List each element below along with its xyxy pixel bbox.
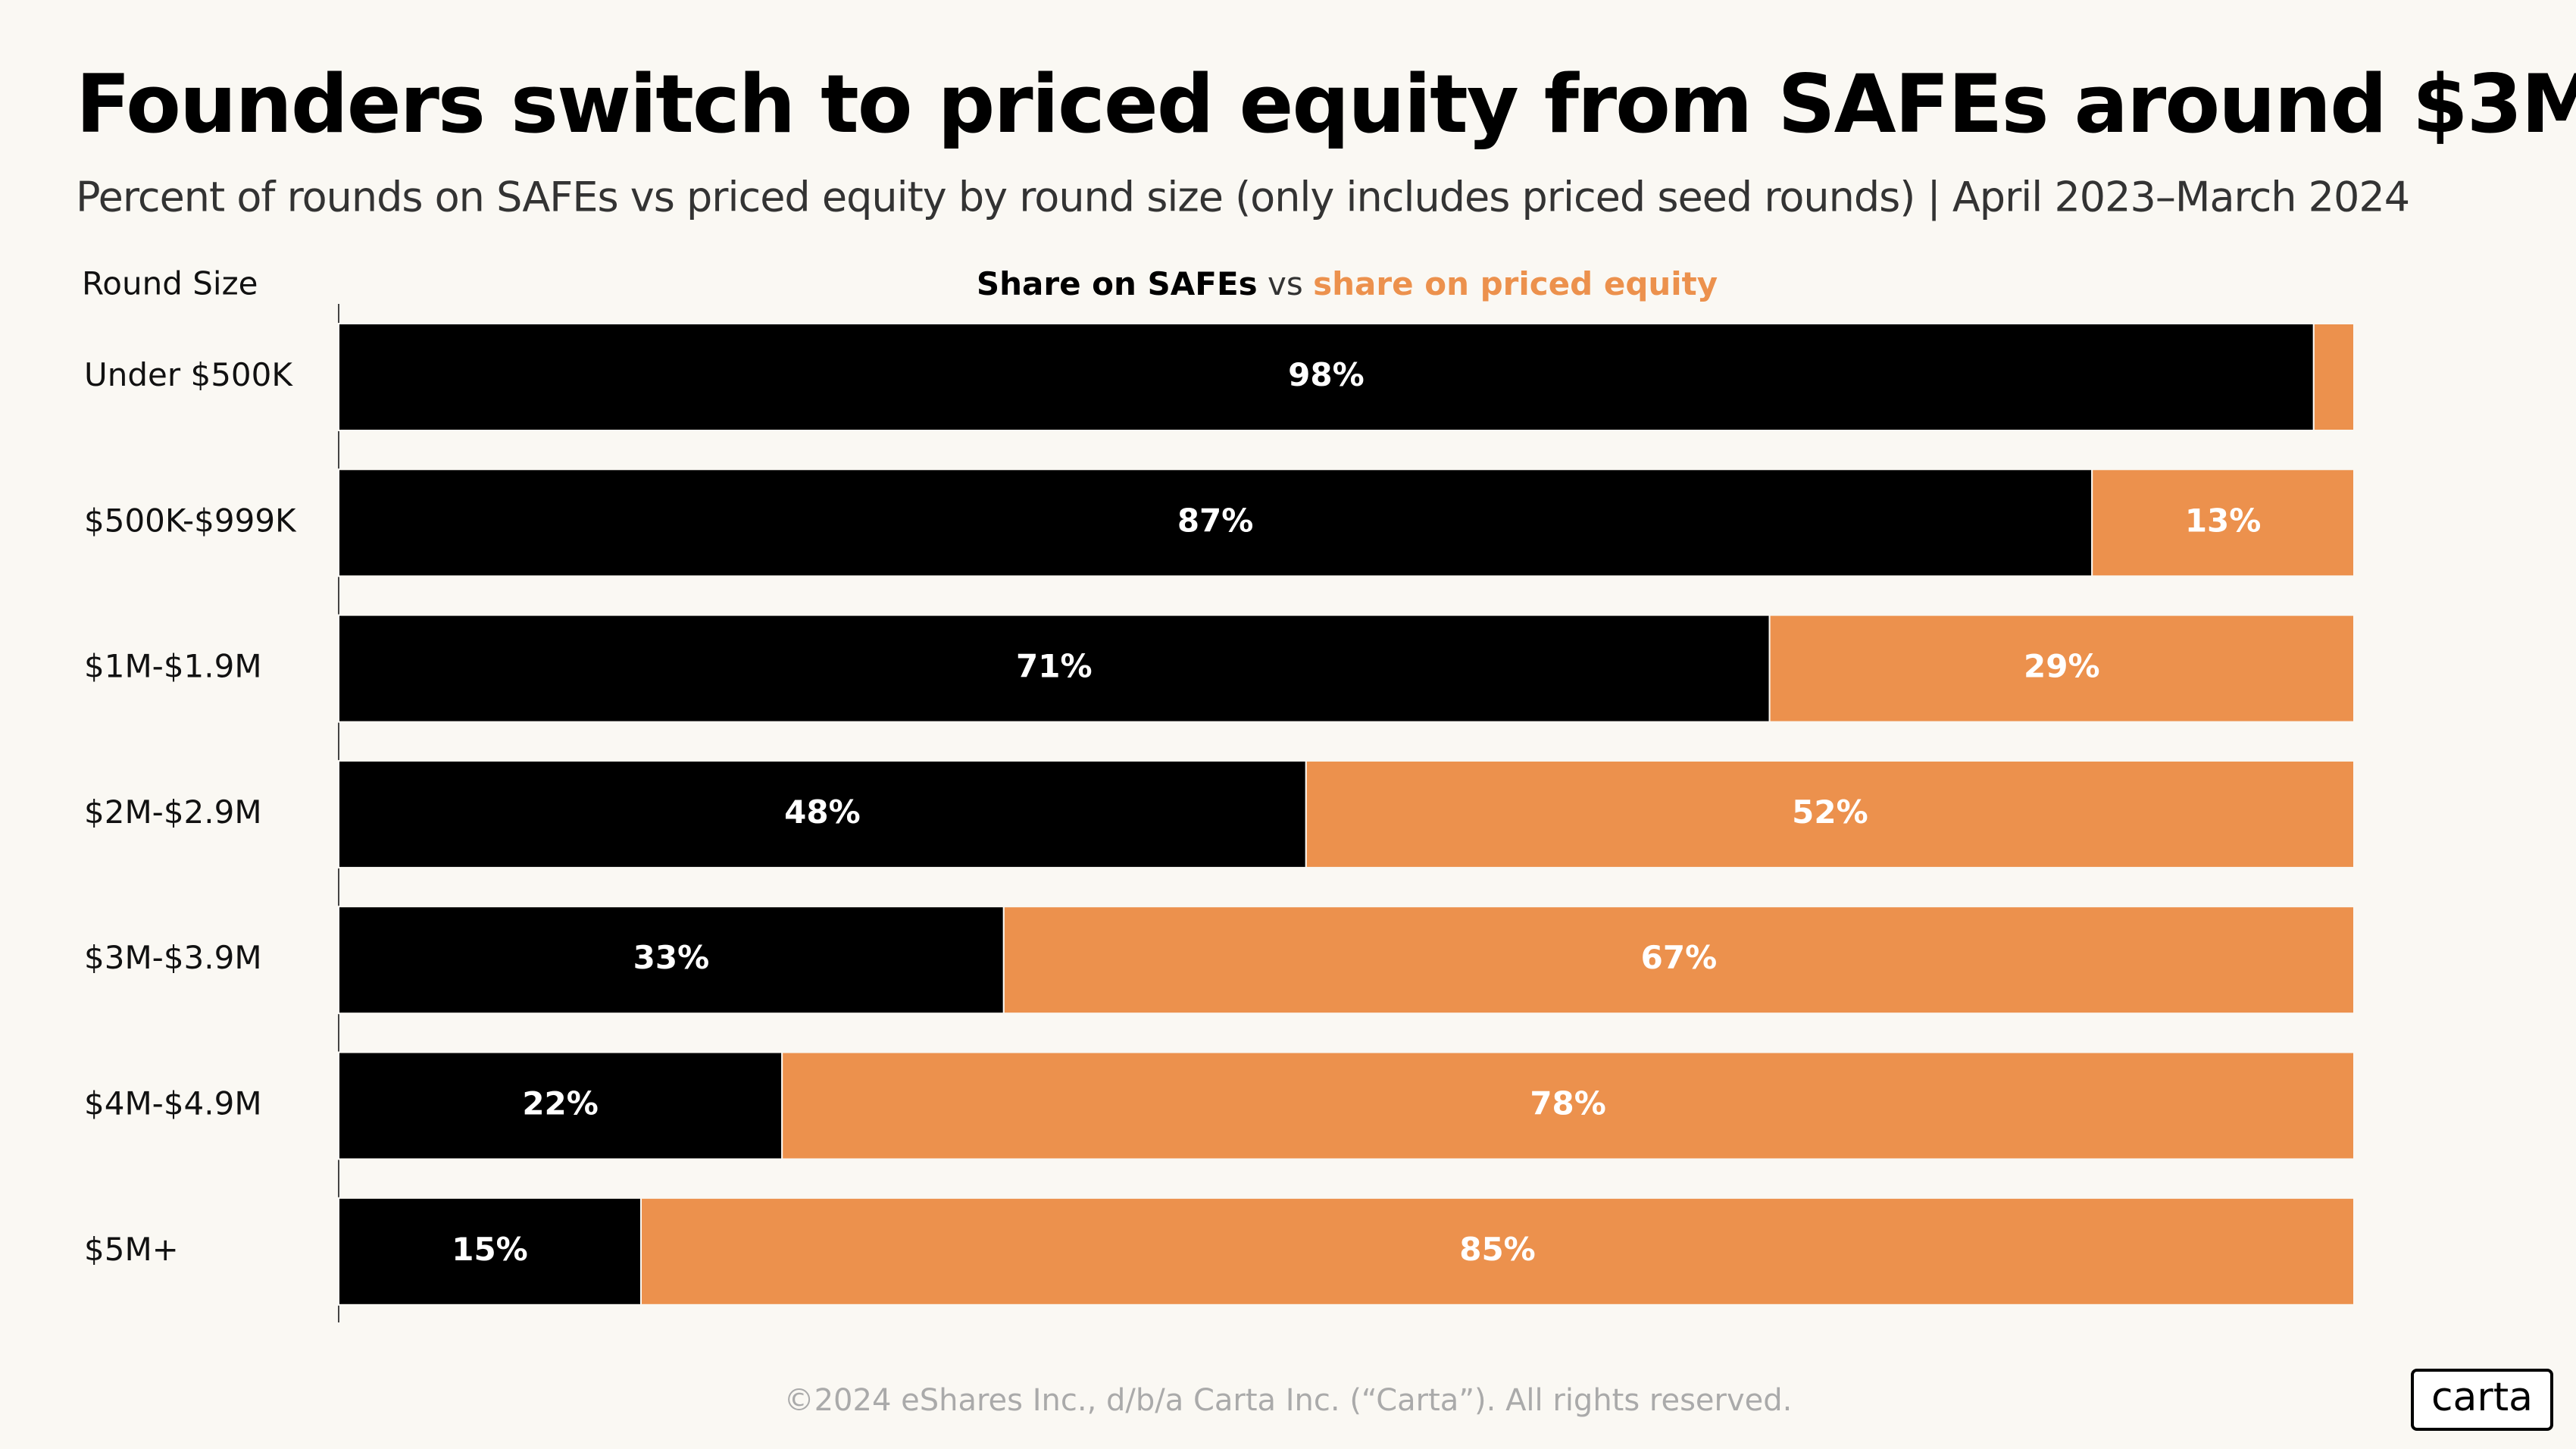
legend: Share on SAFEs vs share on priced equity	[977, 265, 1718, 302]
value-label: 13%	[2185, 502, 2262, 539]
value-label: 71%	[1016, 648, 1093, 685]
value-label: 85%	[1459, 1231, 1536, 1268]
axis-label: Round Size	[82, 265, 258, 302]
y-tick-label: Under $500K	[84, 356, 293, 393]
bar-segment	[338, 323, 2315, 431]
y-tick-label: $3M-$3.9M	[84, 939, 262, 976]
bar-segment	[2312, 323, 2356, 431]
footer: ©2024 eShares Inc., d/b/a Carta Inc. (“C…	[784, 1383, 1793, 1418]
value-label: 87%	[1177, 502, 1254, 539]
legend-entry: Share on SAFEs	[977, 265, 1258, 302]
bar-segment	[338, 614, 1771, 723]
value-label: 33%	[633, 939, 710, 976]
bar-segment	[1002, 906, 2355, 1015]
value-label: 15%	[452, 1231, 528, 1268]
chart-subtitle: Percent of rounds on SAFEs vs priced equ…	[76, 174, 2409, 221]
bar-segment	[1768, 614, 2356, 723]
y-tick-label: $500K-$999K	[84, 502, 297, 539]
y-tick-label: $4M-$4.9M	[84, 1085, 262, 1122]
chart-title: Founders switch to priced equity from SA…	[76, 58, 2576, 151]
bar-segment	[640, 1197, 2355, 1306]
logo: carta	[2431, 1375, 2533, 1420]
value-label: 52%	[1792, 793, 1868, 831]
y-tick-label: $2M-$2.9M	[84, 793, 262, 831]
bar-segment	[2091, 468, 2355, 577]
plot: Under $500K 98% $500K-$999K 87% 13% $1M-$1.9M…	[84, 323, 2356, 1306]
bar-segment	[781, 1051, 2355, 1160]
value-label: 67%	[1641, 939, 1718, 976]
bar-segment	[338, 468, 2093, 577]
value-label: 78%	[1530, 1085, 1606, 1122]
y-tick-label: $5M+	[84, 1231, 179, 1268]
logo-box	[2411, 1369, 2553, 1431]
bar-segment	[1305, 759, 2355, 868]
value-label: 48%	[784, 793, 861, 831]
value-label: 98%	[1288, 356, 1365, 393]
legend-entry: share on priced equity	[1313, 265, 1718, 302]
y-tick-label: $1M-$1.9M	[84, 648, 262, 685]
bar-segment	[338, 906, 1005, 1015]
bar-segment	[338, 1197, 642, 1306]
legend-separator: vs	[1268, 265, 1303, 302]
bar-segment	[338, 1051, 783, 1160]
value-label: 29%	[2024, 648, 2100, 685]
bar-segment	[338, 759, 1307, 868]
value-label: 22%	[522, 1085, 599, 1122]
